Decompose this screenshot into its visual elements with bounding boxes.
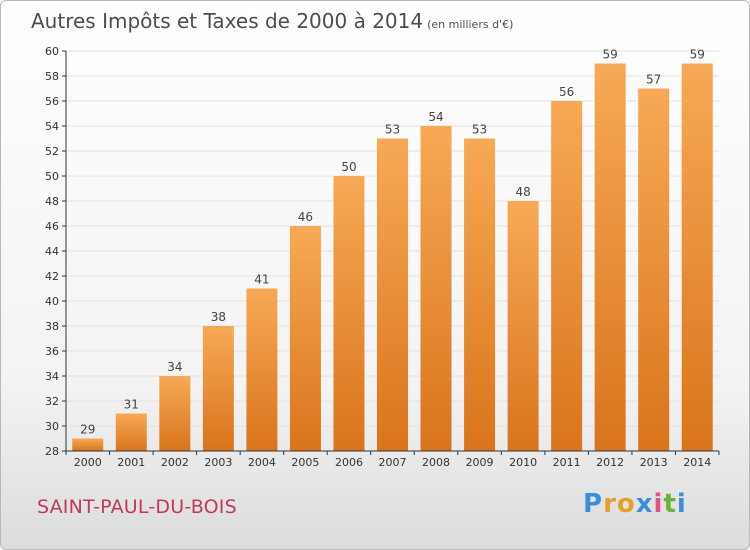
x-tick-label: 2000 — [74, 456, 102, 469]
logo-letter: i — [653, 489, 664, 519]
bar-2009[interactable] — [464, 138, 496, 452]
bar-2000[interactable] — [72, 438, 104, 452]
data-label: 59 — [690, 48, 705, 62]
y-tick-label: 28 — [45, 445, 59, 458]
x-tick-label: 2001 — [117, 456, 145, 469]
logo-letter: r — [603, 489, 617, 519]
y-tick-label: 36 — [45, 345, 59, 358]
x-tick-label: 2002 — [161, 456, 189, 469]
x-tick-label: 2006 — [335, 456, 363, 469]
data-label: 34 — [167, 360, 182, 374]
y-tick-label: 42 — [45, 270, 59, 283]
data-label: 54 — [428, 110, 443, 124]
bar-2012[interactable] — [594, 63, 626, 452]
y-tick-label: 32 — [45, 395, 59, 408]
y-tick-label: 34 — [45, 370, 59, 383]
data-label: 53 — [472, 123, 487, 137]
data-label: 53 — [385, 123, 400, 137]
x-tick-label: 2013 — [640, 456, 668, 469]
y-tick-label: 40 — [45, 295, 59, 308]
y-tick-label: 56 — [45, 95, 59, 108]
bar-2006[interactable] — [333, 176, 365, 451]
y-tick-label: 52 — [45, 145, 59, 158]
x-tick-label: 2009 — [466, 456, 494, 469]
city-name: SAINT-PAUL-DU-BOIS — [37, 496, 237, 518]
bar-2010[interactable] — [507, 201, 539, 451]
bar-2004[interactable] — [246, 288, 278, 452]
logo-letter: t — [663, 489, 677, 519]
x-tick-label: 2008 — [422, 456, 450, 469]
x-tick-label: 2014 — [683, 456, 711, 469]
data-label: 59 — [603, 48, 618, 62]
bars — [72, 63, 713, 452]
y-tick-label: 58 — [45, 70, 59, 83]
x-tick-label: 2003 — [204, 456, 232, 469]
x-tick-label: 2007 — [379, 456, 407, 469]
x-tick-label: 2005 — [291, 456, 319, 469]
bar-2007[interactable] — [377, 138, 408, 452]
bar-2011[interactable] — [551, 101, 583, 451]
bar-2008[interactable] — [420, 126, 452, 451]
logo-letter: x — [635, 489, 654, 519]
y-tick-label: 44 — [45, 245, 59, 258]
bar-2014[interactable] — [681, 63, 713, 452]
logo-letter: o — [616, 489, 636, 519]
bar-2002[interactable] — [159, 376, 191, 451]
x-tick-label: 2004 — [248, 456, 276, 469]
chart-title: Autres Impôts et Taxes de 2000 à 2014 (en… — [31, 9, 513, 33]
y-tick-label: 54 — [45, 120, 59, 133]
logo-letter: P — [583, 489, 604, 519]
data-label: 48 — [515, 185, 530, 199]
axes: 28 30 32 34 36 38 40 42 44 46 48 50 52 54 56 58 60 2000 20… — [45, 45, 720, 469]
data-label: 38 — [211, 310, 226, 324]
logo-letter: i — [676, 489, 687, 519]
chart-unit: (en milliers d'€) — [427, 18, 514, 31]
data-label: 29 — [80, 423, 95, 437]
bar-2001[interactable] — [115, 413, 147, 452]
bar-2003[interactable] — [202, 326, 234, 451]
y-tick-label: 50 — [45, 170, 59, 183]
bar-2005[interactable] — [289, 226, 321, 451]
x-tick-label: 2012 — [596, 456, 624, 469]
y-tick-label: 48 — [45, 195, 59, 208]
x-tick-label: 2011 — [553, 456, 581, 469]
data-label: 50 — [341, 160, 356, 174]
y-tick-label: 60 — [45, 45, 59, 58]
x-tick-label: 2010 — [509, 456, 537, 469]
proxiti-logo[interactable]: Proxiti — [583, 489, 687, 519]
data-label: 57 — [646, 73, 661, 87]
data-label: 46 — [298, 210, 313, 224]
bar-2013[interactable] — [638, 88, 670, 452]
data-label: 31 — [124, 398, 139, 412]
y-tick-label: 30 — [45, 420, 59, 433]
data-label: 41 — [254, 273, 269, 287]
data-labels: 29 31 34 38 41 46 50 53 54 53 48 56 59 57 59 — [80, 48, 705, 437]
data-label: 56 — [559, 85, 574, 99]
chart-title-text: Autres Impôts et Taxes de 2000 à 2014 — [31, 9, 424, 33]
y-tick-label: 46 — [45, 220, 59, 233]
y-tick-label: 38 — [45, 320, 59, 333]
